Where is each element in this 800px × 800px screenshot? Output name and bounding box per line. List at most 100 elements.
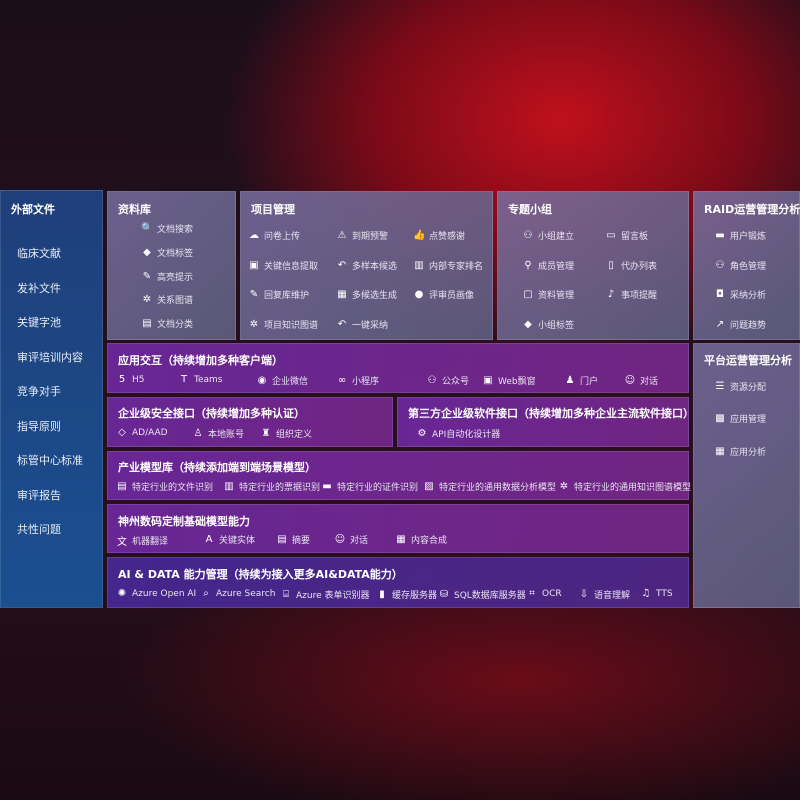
sidebar-item[interactable]: 审评报告 xyxy=(17,488,61,502)
project-item[interactable]: ↶ 多样本候选 xyxy=(336,259,397,272)
project-item[interactable]: ● 评审员画像 xyxy=(413,288,474,301)
apps-item[interactable]: ⚇ 公众号 xyxy=(426,374,470,387)
base-item[interactable]: ☺ 对话 xyxy=(334,533,368,546)
sidebar-item[interactable]: 临床文献 xyxy=(17,247,61,260)
users-icon: ⚇ xyxy=(523,230,533,241)
sidebar-item[interactable]: 指导原则 xyxy=(17,419,61,433)
aidata-item[interactable]: ⌕ Azure Search xyxy=(200,588,275,599)
apps-item[interactable]: 5 H5 xyxy=(116,374,145,385)
security-item[interactable]: ♙ 本地账号 xyxy=(192,427,245,440)
industry-item[interactable]: ▤ 特定行业的文件识别 xyxy=(116,480,213,493)
item-label: 特定行业的证件识别 xyxy=(337,483,419,493)
item-label: Azure Search xyxy=(216,588,276,599)
item-label: 一键采纳 xyxy=(352,321,389,331)
qa-icon: ◘ xyxy=(716,289,724,300)
aidata-item[interactable]: ⌗ OCR xyxy=(526,588,561,599)
item-label: 内部专家排名 xyxy=(429,262,484,272)
sidebar-item[interactable]: 标管中心标准 xyxy=(17,454,83,467)
aidata-item[interactable]: ▮ 缓存服务器 xyxy=(376,588,437,601)
industry-item[interactable]: ▨ 特定行业的通用数据分析模型 xyxy=(423,480,556,493)
tag-icon: ◆ xyxy=(143,247,151,258)
project-item[interactable]: 👍 点赞感谢 xyxy=(413,229,465,242)
security-item[interactable]: ♜ 组织定义 xyxy=(260,427,313,440)
sidebar-item[interactable]: 发补文件 xyxy=(17,281,61,295)
industry-title: 产业模型库（持续添加端到端场景模型） xyxy=(118,461,316,474)
group-item[interactable]: ⚲ 成员管理 xyxy=(522,259,574,272)
item-label: 多候选生成 xyxy=(352,291,398,301)
chat-icon: ☺ xyxy=(334,534,346,545)
library-item[interactable]: ◆ 文档标签 xyxy=(141,246,193,259)
translate-icon: 文 xyxy=(117,537,127,548)
apps-item[interactable]: ▣ Web飘窗 xyxy=(482,374,535,387)
industry-item[interactable]: ✲ 特定行业的通用知识图谱模型 xyxy=(558,480,691,493)
item-label: 企业微信 xyxy=(272,377,309,387)
doc-classify-icon: ▤ xyxy=(142,318,152,329)
aidata-item[interactable]: ⌸ Azure 表单识别器 xyxy=(280,588,370,601)
group-item[interactable]: ⚇ 小组建立 xyxy=(522,229,575,242)
base-item[interactable]: ▦ 内容合成 xyxy=(395,533,447,546)
project-item[interactable]: ▦ 多候选生成 xyxy=(336,288,397,301)
group-item[interactable]: ▯ 代办列表 xyxy=(605,259,657,272)
thirdparty-item[interactable]: ⚙ API自动化设计器 xyxy=(416,427,501,440)
library-item[interactable]: ✎ 高亮提示 xyxy=(141,270,193,283)
project-item[interactable]: ✎ 回复库维护 xyxy=(248,288,309,301)
folder-icon: ▢ xyxy=(523,289,533,300)
apps-item[interactable]: ♟ 门户 xyxy=(564,374,599,387)
item-label: 多样本候选 xyxy=(352,262,398,272)
aidata-item[interactable]: ♫ TTS xyxy=(640,588,673,599)
raid-item[interactable]: ⚇ 角色管理 xyxy=(714,259,767,272)
industry-item[interactable]: ▬ 特定行业的证件识别 xyxy=(321,480,418,493)
pen-icon: ✎ xyxy=(142,271,152,282)
list-icon: ☰ xyxy=(715,381,725,392)
library-item[interactable]: ▤ 文档分类 xyxy=(141,317,193,330)
project-item[interactable]: ✲ 项目知识图谱 xyxy=(248,318,318,331)
base-item[interactable]: ▤ 摘要 xyxy=(276,533,310,546)
apps-item[interactable]: ∞ 小程序 xyxy=(336,374,379,387)
library-item[interactable]: 🔍 文档搜索 xyxy=(141,222,193,235)
sidebar-item[interactable]: 审评培训内容 xyxy=(17,350,83,364)
platform-item[interactable]: ☰ 资源分配 xyxy=(714,380,767,393)
thirdparty-title: 第三方企业级软件接口（持续增加多种企业主流软件接口） xyxy=(408,407,694,420)
security-item[interactable]: ◇ AD/AAD xyxy=(116,427,167,438)
ranking-icon: ▥ xyxy=(414,260,424,271)
raid-item[interactable]: ↗ 问题趋势 xyxy=(714,318,766,331)
window-icon: ▣ xyxy=(483,375,493,386)
aidata-item[interactable]: ✺ Azure Open AI xyxy=(116,588,196,599)
tag-icon: ◆ xyxy=(524,319,532,330)
apps-item[interactable]: T Teams xyxy=(178,374,223,385)
aidata-item[interactable]: ⛁ SQL数据库服务器 xyxy=(438,588,526,601)
item-label: SQL数据库服务器 xyxy=(454,591,526,601)
item-label: 点赞感谢 xyxy=(429,232,466,242)
group-item[interactable]: ▢ 资料管理 xyxy=(522,288,574,301)
project-item[interactable]: ▣ 关键信息提取 xyxy=(248,259,318,272)
apps-item[interactable]: ◉ 企业微信 xyxy=(256,374,308,387)
group-item[interactable]: ♪ 事项提醒 xyxy=(605,288,657,301)
network-icon: ✲ xyxy=(559,481,569,492)
sidebar-item[interactable]: 关键字池 xyxy=(17,316,61,329)
base-item[interactable]: 文机器翻译 xyxy=(116,533,168,548)
sidebar-item[interactable]: 共性问题 xyxy=(17,523,61,536)
item-label: 事项提醒 xyxy=(621,291,658,301)
project-panel: 项目管理 ☁ 问卷上传 ⚠ 到期预警 👍 点赞感谢 ▣ 关键信息提取 ↶ 多样本候选 ▥ 内部专家排名… xyxy=(240,191,493,340)
apps-item[interactable]: ☺ 对话 xyxy=(624,374,658,387)
group-item[interactable]: ▭ 留言板 xyxy=(605,229,648,242)
html5-icon: 5 xyxy=(118,374,126,385)
project-item[interactable]: ↶ 一键采纳 xyxy=(336,318,388,331)
raid-item[interactable]: ▬ 用户锻炼 xyxy=(714,229,766,242)
raid-item[interactable]: ◘ 采纳分析 xyxy=(714,288,766,301)
aidata-item[interactable]: ⇩ 语音理解 xyxy=(578,588,630,601)
library-item[interactable]: ✲ 关系图谱 xyxy=(141,293,193,306)
platform-item[interactable]: ▦ 应用分析 xyxy=(714,445,766,458)
platform-title: 平台运营管理分析 xyxy=(704,354,792,367)
base-item[interactable]: A 关键实体 xyxy=(203,533,255,546)
project-item[interactable]: ☁ 问卷上传 xyxy=(248,229,300,242)
group-item[interactable]: ◆ 小组标签 xyxy=(522,318,574,331)
project-item[interactable]: ⚠ 到期预警 xyxy=(336,229,389,242)
sidebar-item[interactable]: 竞争对手 xyxy=(17,385,61,398)
id-card-icon: ▬ xyxy=(715,230,725,241)
industry-item[interactable]: ▥ 特定行业的票据识别 xyxy=(223,480,320,493)
platform-item[interactable]: ▩ 应用管理 xyxy=(714,412,766,425)
reply-icon: ↶ xyxy=(337,260,347,271)
bell-icon: ♪ xyxy=(607,289,615,300)
project-item[interactable]: ▥ 内部专家排名 xyxy=(413,259,483,272)
